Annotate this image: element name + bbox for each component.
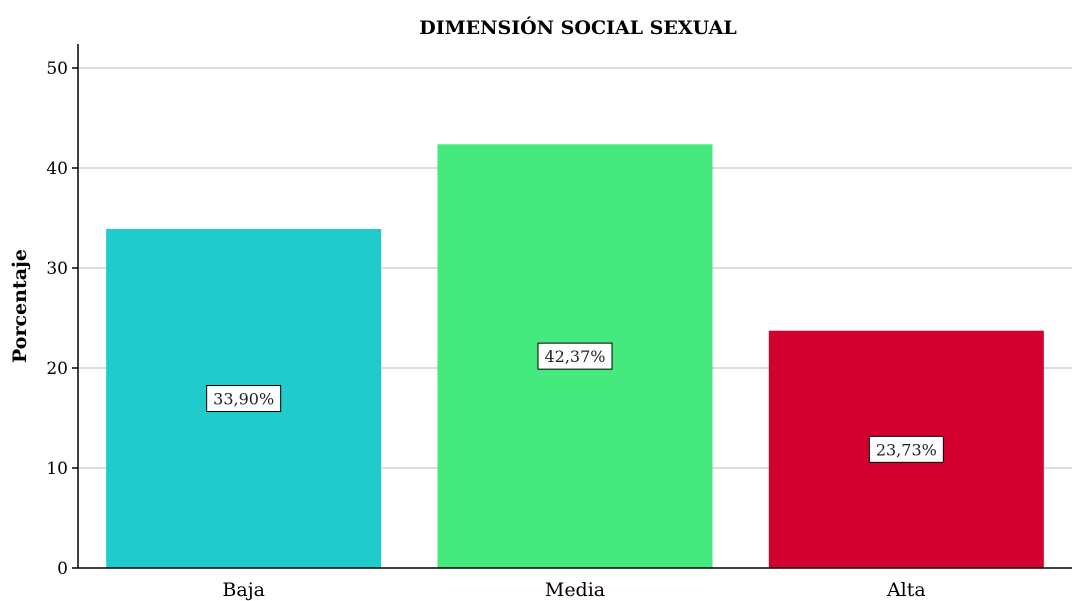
- data-label: 42,37%: [544, 347, 605, 366]
- y-tick-label: 30: [46, 259, 68, 279]
- x-tick-label: Baja: [222, 579, 265, 601]
- data-label-box: [206, 385, 282, 412]
- y-tick-label: 20: [46, 359, 68, 379]
- chart-title: DIMENSIÓN SOCIAL SEXUAL: [419, 16, 736, 39]
- y-tick-label: 0: [57, 559, 68, 579]
- x-tick-label: Alta: [886, 579, 926, 601]
- labels: 0 10 20 30 40 50 33,90% Baja 42,37% Media 23,73% Al…: [46, 59, 944, 601]
- y-tick-label: 40: [46, 159, 68, 179]
- data-label: 33,90%: [213, 390, 274, 409]
- y-tick-label: 50: [46, 59, 68, 79]
- data-label-box: [868, 435, 944, 463]
- x-tick-label: Media: [545, 579, 605, 601]
- y-tick-label: 10: [46, 459, 68, 479]
- y-axis-label: Porcentaje: [9, 249, 31, 363]
- data-label-box: [537, 342, 613, 370]
- data-label: 23,73%: [876, 440, 937, 459]
- axes: [72, 44, 1072, 569]
